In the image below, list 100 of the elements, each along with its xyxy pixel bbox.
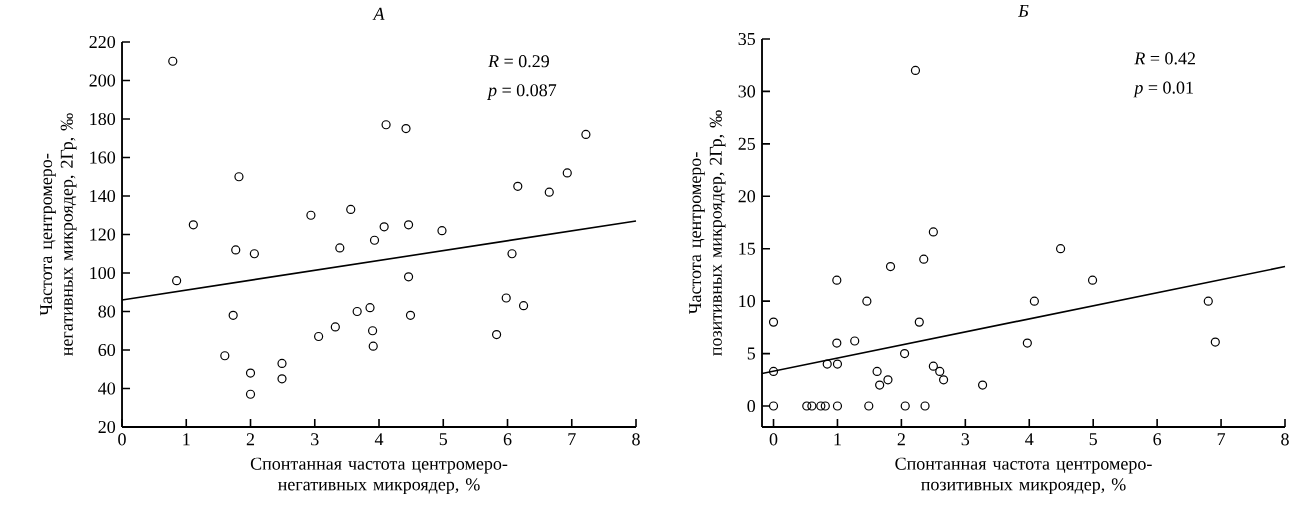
point [513,181,523,191]
y-tick-label: 25 [738,137,756,150]
point [820,401,830,411]
point [900,401,910,411]
point [367,326,378,336]
point [379,222,389,232]
point [832,359,843,369]
point [220,351,230,361]
point [850,336,860,346]
point [335,243,345,253]
point [231,245,241,255]
point [768,317,779,327]
point [807,401,817,411]
x-tick-label: 8 [1281,433,1289,446]
point [1210,337,1220,347]
point [938,375,949,385]
point [802,401,812,411]
x-axis-title: Спонтанная частота центромеро-негативных микроядер, % [250,457,508,495]
point [507,249,517,259]
x-tick-label: 3 [961,433,970,446]
annotation: R = 0.42 [1134,52,1196,65]
point [277,358,287,369]
point [768,401,779,411]
x-tick-label: 7 [568,433,576,446]
point [403,272,414,282]
point [491,329,502,340]
x-axis-title: Спонтанная частота центромеро-позитивных микроядер, % [895,457,1152,495]
point [381,120,391,130]
x-tick-label: 7 [1217,433,1226,446]
y-tick-label: 5 [747,347,756,360]
y-tick-label: 20 [738,190,756,203]
annotation: p = 0.087 [487,84,557,100]
annotation: R = 0.29 [487,55,549,68]
point [369,235,380,245]
y-tick-label: 40 [98,382,116,395]
annotation: p = 0.01 [1133,81,1193,98]
point [1055,244,1066,254]
point [977,380,988,390]
x-tick-label: 2 [897,433,905,446]
chart-title: А [372,7,385,20]
point [816,401,826,411]
point [581,129,591,139]
y-tick-label: 15 [739,242,756,255]
point [405,310,416,320]
point [188,220,198,230]
x-tick-label: 3 [311,433,319,446]
point [1087,275,1098,285]
point [562,168,572,178]
point [544,187,554,197]
point [330,322,340,332]
y-tick-label: 80 [98,305,116,318]
y-tick-label: 100 [90,266,116,280]
point [277,374,287,384]
x-tick-label: 6 [1153,433,1162,446]
point [875,380,885,390]
x-tick-label: 0 [769,433,778,446]
point [768,366,779,377]
point [1029,296,1039,306]
point [368,341,378,351]
x-tick-label: 4 [374,433,384,446]
point [518,301,529,311]
point [245,389,256,399]
point [832,275,842,285]
point [437,226,447,236]
y-tick-label: 140 [90,189,116,203]
point [928,227,938,237]
y-tick-label: 10 [739,295,756,308]
point [919,254,929,264]
point [314,331,324,342]
chart-title: Б [1017,4,1029,17]
point [228,310,238,320]
y-tick-label: 30 [738,85,756,98]
x-tick-label: 1 [183,433,190,446]
y-axis-title: Частота центромеро-негативных микроядер, 2Гр, ‰ [40,113,77,356]
point [862,296,872,306]
point [249,249,259,259]
point [234,172,244,182]
y-tick-label: 20 [98,420,116,434]
point [832,401,843,411]
x-tick-label: 0 [118,433,126,446]
y-tick-label: 180 [90,112,116,126]
point [172,276,182,286]
point [832,338,842,348]
point [899,348,910,359]
point [365,303,375,313]
y-tick-label: 160 [90,151,116,164]
x-tick-label: 5 [1089,433,1097,446]
point [352,306,362,317]
point [403,220,414,230]
y-tick-label: 60 [98,343,116,357]
point [910,65,921,76]
point [864,401,874,411]
point [306,210,316,220]
point [885,261,896,272]
point [401,124,411,134]
y-tick-label: 0 [747,399,756,413]
point [1203,296,1213,306]
point [1022,338,1032,348]
x-tick-label: 5 [439,433,448,446]
y-tick-label: 200 [89,74,116,87]
